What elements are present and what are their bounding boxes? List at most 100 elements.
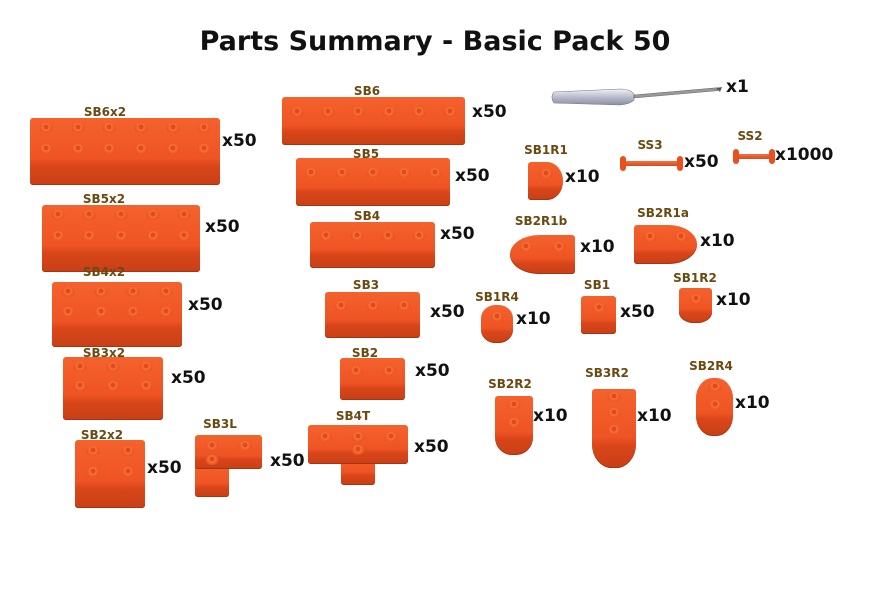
stud [708, 399, 721, 410]
stud [397, 167, 411, 178]
part-qty: x10 [637, 406, 672, 426]
stud [121, 445, 134, 456]
brick-icon [325, 292, 420, 338]
part-qty: x50 [147, 458, 182, 478]
part-label: SB6x2 [83, 105, 127, 119]
part-label: SB3 [352, 278, 380, 292]
part-qty: x50 [440, 224, 475, 244]
stud [139, 381, 153, 392]
stud [106, 361, 120, 372]
part-label: SB2 [351, 346, 379, 360]
stud [61, 307, 75, 318]
stud [304, 167, 318, 178]
part-qty: x50 [270, 451, 305, 471]
stud [238, 440, 252, 451]
brick-icon [195, 435, 262, 470]
part-label: SB3x2 [82, 346, 126, 360]
part-label: SB2R4 [689, 359, 733, 373]
stud [126, 307, 140, 318]
stud [335, 167, 349, 178]
part-label: SB1R4 [475, 290, 519, 304]
brick-icon [296, 158, 450, 206]
part-qty: x50 [171, 368, 206, 388]
stud [607, 408, 621, 419]
brick-icon [310, 222, 435, 268]
stud [71, 144, 84, 155]
brick-icon [308, 425, 408, 464]
brick-icon [528, 162, 563, 200]
stud [139, 361, 153, 372]
brick-icon [696, 378, 733, 436]
page-title: Parts Summary - Basic Pack 50 [199, 26, 671, 57]
part-label: SB1 [583, 278, 611, 292]
part-label: SB2R1a [637, 206, 689, 220]
part-qty: x10 [533, 406, 568, 426]
stud [539, 168, 552, 179]
stud [197, 123, 211, 134]
brick-icon [42, 205, 200, 272]
stud [71, 123, 84, 134]
screwdriver-qty: x1 [726, 77, 749, 97]
screwdriver-icon [551, 87, 722, 106]
stud [102, 144, 116, 155]
stud [166, 123, 179, 134]
part-qty: x10 [700, 231, 735, 251]
stud [381, 231, 395, 242]
stud [39, 123, 53, 134]
stud [82, 210, 96, 221]
stud [121, 466, 134, 477]
part-label: SS2 [737, 129, 763, 143]
brick-icon [30, 118, 220, 185]
part-qty: x50 [455, 166, 490, 186]
part-label: SB2R1b [514, 214, 568, 228]
part-label: SS3 [637, 138, 663, 152]
stud [94, 287, 108, 298]
stud [159, 307, 173, 318]
part-label: SB5 [352, 147, 380, 161]
stud [412, 106, 426, 117]
part-qty: x50 [684, 152, 719, 172]
part-label: SB1R1 [524, 143, 568, 157]
stud [51, 210, 65, 221]
stud [197, 144, 211, 155]
screwdriver [550, 86, 725, 108]
stud [412, 231, 426, 242]
stud [350, 231, 364, 242]
stud [177, 210, 191, 221]
part-qty: x1000 [775, 145, 834, 165]
stud [146, 231, 160, 242]
part-label: SB3R2 [585, 366, 629, 380]
brick-icon [495, 396, 533, 455]
brick-icon [679, 288, 712, 323]
stud [708, 381, 721, 392]
stud [507, 418, 521, 429]
pin-icon [733, 149, 775, 164]
brick-icon [634, 225, 697, 264]
brick-icon [481, 305, 513, 343]
stud [73, 381, 87, 392]
stud [490, 311, 504, 322]
part-qty: x10 [716, 290, 751, 310]
part-label: SB4 [353, 209, 381, 223]
brick-icon [63, 357, 163, 420]
stud [61, 287, 75, 298]
stud [334, 301, 348, 312]
stud [290, 106, 304, 117]
brick-icon [282, 97, 465, 145]
part-qty: x10 [580, 237, 615, 257]
stud [643, 232, 657, 243]
brick-icon [340, 358, 405, 400]
stud [607, 392, 621, 403]
stud [134, 123, 148, 134]
stud [126, 287, 140, 298]
pin-icon [620, 156, 683, 171]
stud [689, 293, 702, 304]
stud [205, 454, 219, 465]
stud [351, 445, 365, 456]
stud [205, 440, 219, 451]
brick-icon [75, 440, 145, 508]
part-qty: x10 [565, 167, 600, 187]
stud [607, 424, 621, 435]
stud [159, 287, 173, 298]
part-label: SB2R2 [488, 377, 532, 391]
